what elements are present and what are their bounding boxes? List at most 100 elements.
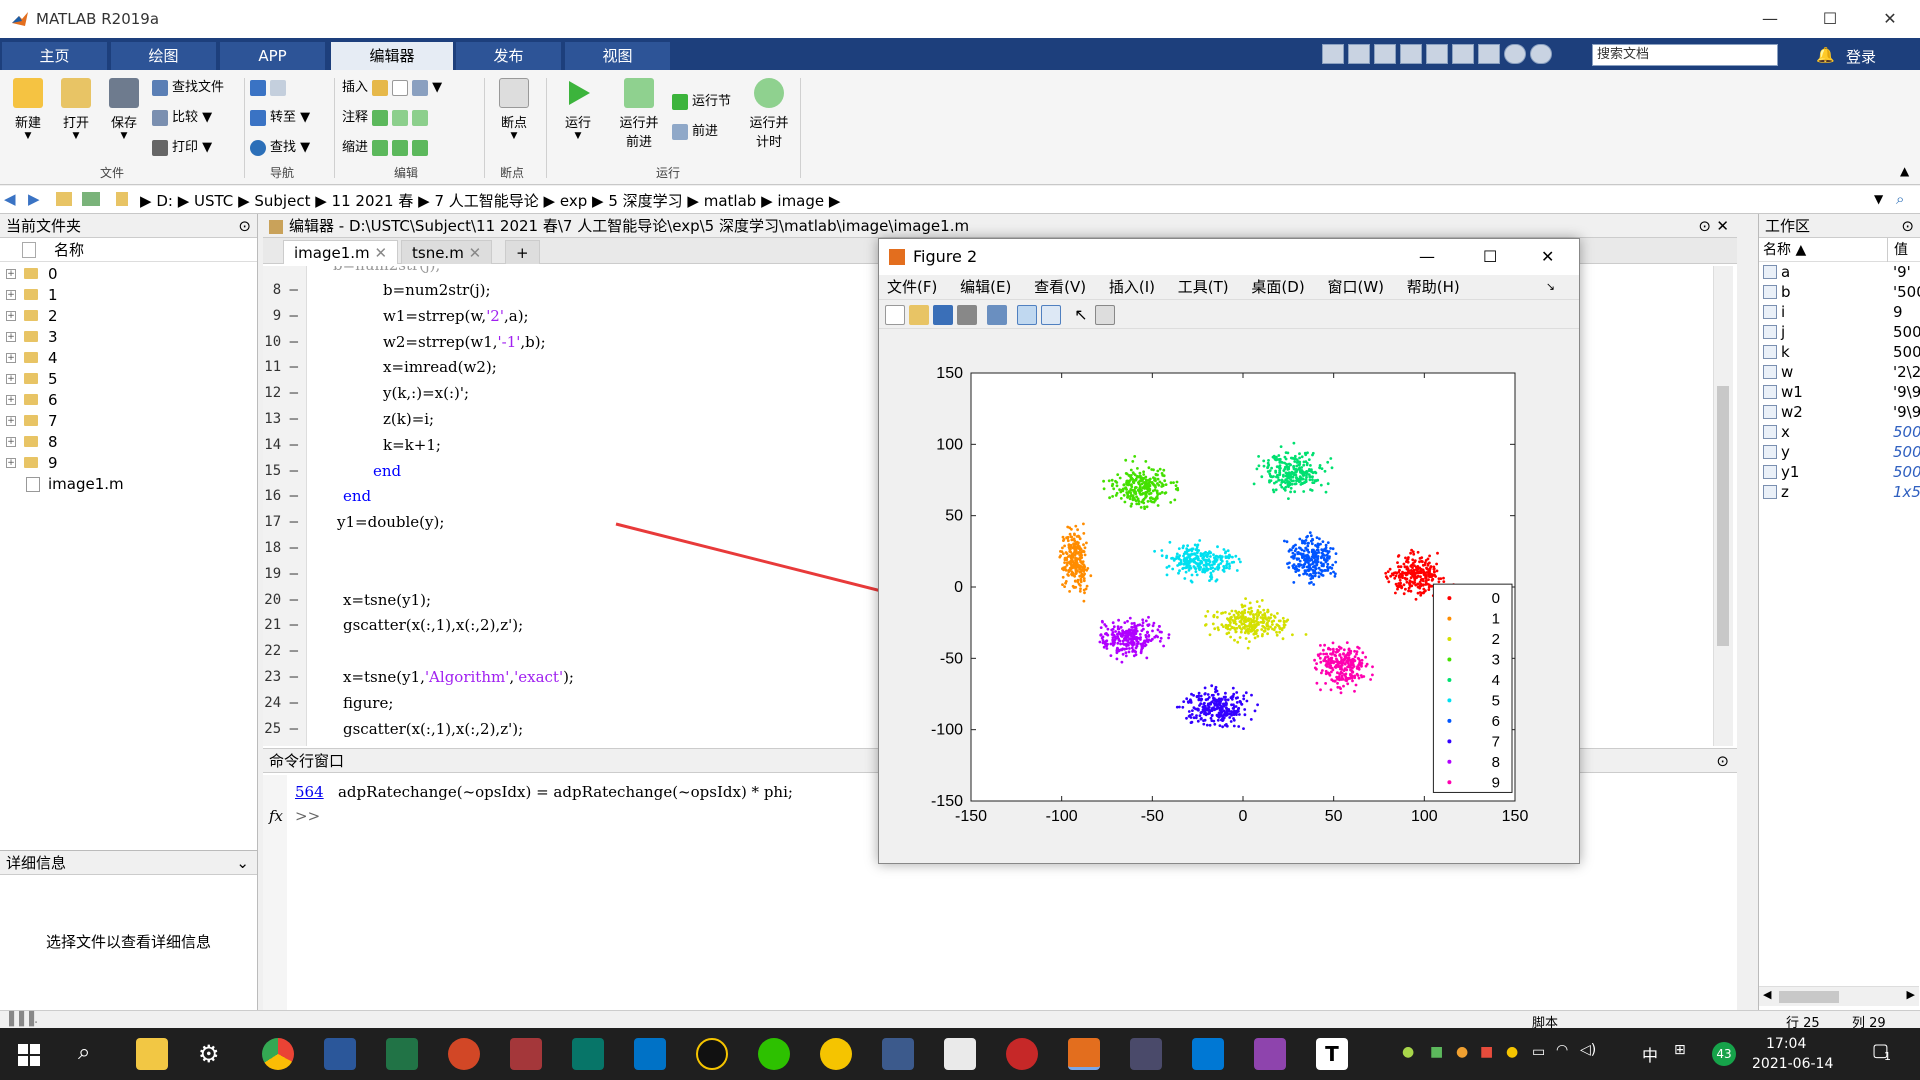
redo-qa-icon[interactable] [1452,44,1474,64]
workspace-var-row[interactable]: z 1x5 [1759,482,1920,502]
collapse-ribbon-icon[interactable]: ▲ [1900,164,1910,178]
workspace-var-row[interactable]: k 500 [1759,342,1920,362]
breakpoints-button[interactable]: 断点 ▼ [494,78,534,141]
code-area[interactable]: b=num2str(j); b=num2str(j); w1=strrep(w,'… [263,266,1733,746]
search-icon[interactable]: ⌕ [78,1040,91,1065]
folder-item[interactable]: +0 [6,265,58,283]
scroll-left-icon[interactable]: ◀ [1763,988,1772,1001]
address-dropdown-icon[interactable]: ▼ [1874,192,1884,206]
back-arrow-icon[interactable]: ◀ [4,190,16,208]
print-button[interactable]: 打印 ▼ [152,136,212,160]
figure-minimize-button[interactable]: — [1419,247,1435,266]
workspace-var-row[interactable]: a '9' [1759,262,1920,282]
run-time-button[interactable]: 运行并 计时 [744,78,794,150]
folder-item[interactable]: +4 [6,349,58,367]
close-panel-icon[interactable]: ✕ [1716,217,1729,235]
outlook-icon[interactable] [634,1038,666,1070]
property-inspector-icon[interactable] [1095,305,1115,325]
folder-item[interactable]: +9 [6,454,58,472]
crumb-item[interactable]: 7 人工智能导论 [434,192,539,210]
clock-date[interactable]: 2021-06-14 [1752,1056,1834,1072]
expand-icon[interactable]: + [6,395,16,405]
comment-button[interactable]: 注释 [342,106,432,130]
save-qa-icon[interactable] [1322,44,1344,64]
expand-icon[interactable]: + [6,311,16,321]
virtualbox-icon[interactable] [1130,1038,1162,1070]
pointer-icon[interactable]: ↖ [1074,305,1088,324]
insert-section-icon[interactable] [412,79,429,96]
crumb-item[interactable]: matlab [703,192,757,210]
close-tab-icon[interactable]: ✕ [374,244,388,262]
menu-edit[interactable]: 编辑(E) [960,278,1012,296]
up-folder-icon[interactable] [56,192,72,206]
tray-app-icon[interactable]: ■ [1480,1044,1494,1060]
col-name-header[interactable]: 名称 ▲ [1763,242,1807,258]
tab-publish[interactable]: 发布 [456,42,561,70]
workspace-var-row[interactable]: y1 500 [1759,462,1920,482]
fx-icon[interactable] [392,79,409,96]
tab-tsne[interactable]: tsne.m ✕ [401,240,493,264]
workspace-var-row[interactable]: x 500 [1759,422,1920,442]
wechat-icon[interactable] [758,1038,790,1070]
pdf-icon[interactable] [1254,1038,1286,1070]
expand-icon[interactable]: + [6,332,16,342]
folder-item[interactable]: +8 [6,433,58,451]
workspace-var-row[interactable]: w1 '9\9' [1759,382,1920,402]
paste-qa-icon[interactable] [1400,44,1422,64]
menu-tools[interactable]: 工具(T) [1177,278,1229,296]
minimize-button[interactable]: — [1762,9,1778,28]
devcpp-icon[interactable] [882,1038,914,1070]
badge-counter[interactable]: 43 [1712,1042,1736,1066]
battery-icon[interactable]: ▭ [1532,1044,1546,1060]
powerpoint-icon[interactable] [448,1038,480,1070]
print-figure-icon[interactable] [957,305,977,325]
menu-help[interactable]: 帮助(H) [1406,278,1460,296]
menu-file[interactable]: 文件(F) [887,278,938,296]
typora-icon[interactable]: T [1316,1038,1348,1070]
menu-insert[interactable]: 插入(I) [1108,278,1155,296]
command-prompt[interactable]: >> [295,807,321,825]
ime-indicator[interactable]: 中 [1642,1046,1659,1065]
forward-arrow-icon[interactable]: ▶ [28,190,40,208]
expand-icon[interactable]: + [6,269,16,279]
find-button[interactable]: 查找 ▼ [250,136,310,160]
folder-item[interactable]: +2 [6,307,58,325]
cut-qa-icon[interactable] [1348,44,1370,64]
wifi-icon[interactable]: ◠ [1556,1042,1569,1058]
excel-icon[interactable] [386,1038,418,1070]
editor-scrollbar[interactable] [1713,266,1733,746]
app-circle-icon[interactable] [820,1038,852,1070]
tray-app-icon[interactable]: ● [1506,1044,1519,1060]
search-folder-icon[interactable]: ⌕ [1896,190,1905,208]
huawei-icon[interactable] [1006,1038,1038,1070]
colorbar-icon[interactable] [1017,305,1037,325]
panel-menu-icon[interactable]: ⊙ [238,217,251,235]
file-explorer-icon[interactable] [136,1038,168,1070]
run-advance-button[interactable]: 运行并 前进 [614,78,664,150]
expand-icon[interactable]: + [6,290,16,300]
menu-window[interactable]: 窗口(W) [1327,278,1385,296]
clock-time[interactable]: 17:04 [1766,1036,1807,1052]
panel-menu-icon[interactable]: ⊙ [1698,217,1711,235]
maximize-button[interactable]: ☐ [1822,9,1838,28]
vscode-icon[interactable] [1192,1038,1224,1070]
folder-item[interactable]: +7 [6,412,58,430]
dropdown-qa-icon[interactable] [1530,44,1552,64]
figure-maximize-button[interactable]: ☐ [1483,247,1498,266]
back-nav-icon[interactable] [250,76,290,100]
expand-icon[interactable]: + [6,437,16,447]
folder-column-header[interactable]: 名称 [0,238,257,262]
tab-home[interactable]: 主页 [2,42,107,70]
copy-qa-icon[interactable] [1374,44,1396,64]
insert-button[interactable]: 插入 ▼ [342,79,443,96]
folder-item[interactable]: +6 [6,391,58,409]
chrome-icon[interactable] [262,1038,294,1070]
crumb-item[interactable]: USTC [194,192,234,210]
fx-icon[interactable]: fx [269,807,284,825]
matlab-taskbar-icon[interactable] [1068,1038,1100,1070]
expand-icon[interactable]: + [6,353,16,363]
advance-button[interactable]: 前进 [672,120,718,144]
legend-icon[interactable] [1041,305,1061,325]
crumb-item[interactable]: 11 2021 春 [331,192,414,210]
crumb-item[interactable]: image [777,192,825,210]
